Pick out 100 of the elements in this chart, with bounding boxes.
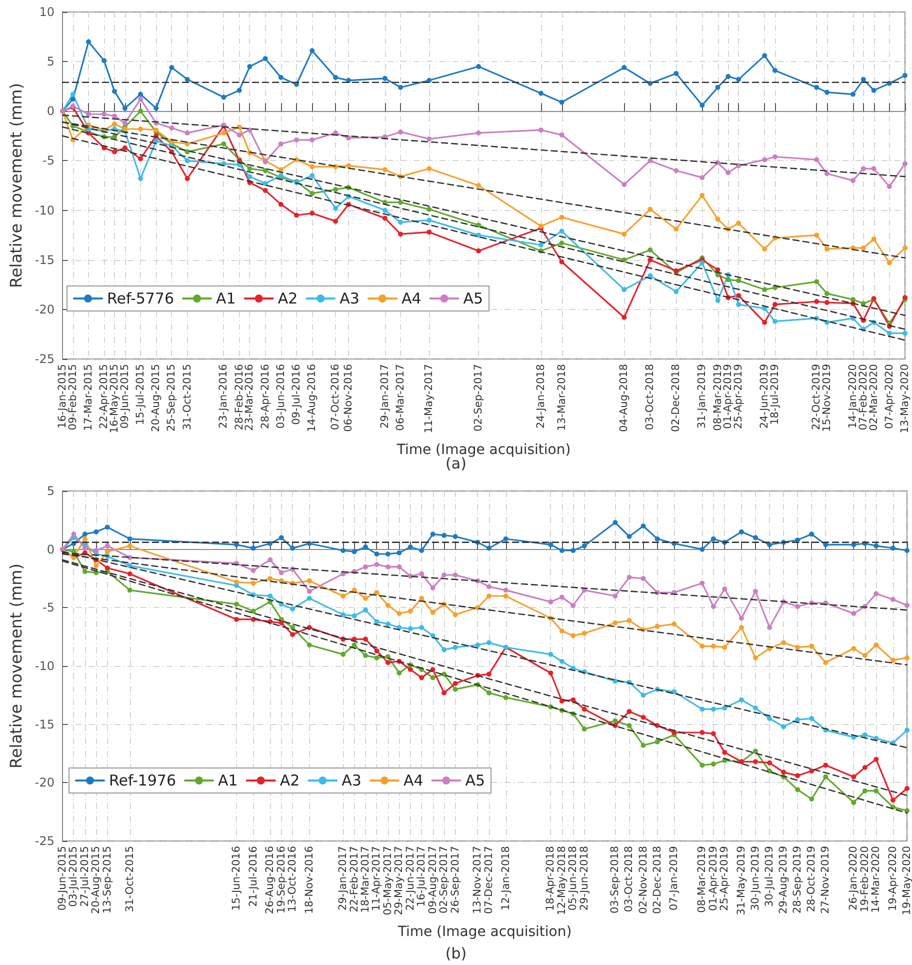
x-tick-label: 11-May-2017 [423,364,436,434]
y-tick-label: -20 [34,776,54,790]
y-tick-label: -15 [34,252,54,267]
y-tick-label: -25 [34,834,54,848]
x-tick-label: 13-May-2020 [899,364,911,434]
x-tick-label: 26-Jan-2020 [848,846,860,910]
x-tick-label: 31-Jan-2019 [696,364,708,428]
x-tick-label: 12-Jan-2018 [500,846,512,910]
x-tick-label: 30-Jun-2019 [749,846,762,911]
x-tick-label: 28-Apr-2016 [259,364,272,429]
x-tick-label: 13-Mar-2018 [556,364,568,431]
x-tick-label: 27-Jul-2015 [78,846,91,907]
x-tick-label: 03-Jul-2015 [68,846,80,907]
x-tick-label: 07-Feb-2020 [857,364,870,430]
x-tick-label: 07-Jan-2019 [668,846,680,910]
legend-label: A1 [218,772,238,790]
y-tick-label: -5 [42,154,54,168]
x-tick-label: 02-Nov-2018 [637,846,650,914]
x-tick-label: 08-Mar-2019 [696,846,708,913]
x-tick-label: 29-May-2017 [393,846,406,916]
text: (b) [445,944,467,962]
x-tick-label: 18-Nov-2016 [303,846,316,914]
x-tick-label: 06-Nov-2016 [342,364,355,432]
x-tick-label: 23-Mar-2016 [244,364,256,431]
legend-label: Ref-1976 [109,772,176,790]
x-tick-label: 14-Mar-2020 [870,846,882,913]
x-tick-label: 21-Jul-2016 [247,846,260,907]
legend-label: A4 [403,772,424,790]
legend-label: A3 [342,772,362,790]
x-tick-label: 31-Oct-2015 [124,846,136,912]
x-tick-label: 12-May-2018 [556,846,568,916]
x-tick-label: 02-Dec-2018 [651,846,664,914]
y-tick-label: -10 [34,203,54,218]
x-tick-label: 31-Oct-2015 [181,364,194,430]
x-tick-label: 19-Apr-2020 [886,846,899,911]
x-tick-label: 22-Jun-2017 [404,846,416,911]
y-axis-title: Relative movement (mm) [6,564,26,768]
legend-label: A5 [465,772,486,790]
x-tick-label: 09-Jul-2016 [290,364,303,425]
x-tick-label: 25-Sep-2015 [166,364,178,432]
y-tick-label: -10 [34,659,54,673]
x-tick-label: 16-Jul-2017 [416,846,428,907]
x-tick-label: 27-Nov-2019 [820,846,832,914]
y-tick-label: 0 [46,542,54,556]
x-tick-label: 01-Apr-2019 [707,846,720,911]
x-tick-label: 05-May-2017 [382,846,394,916]
legend-label: A1 [216,290,236,308]
x-tick-label: 31-May-2019 [735,846,748,916]
x-tick-label: 28-Sep-2019 [792,846,804,914]
y-tick-label: 5 [46,54,54,69]
x-tick-label: 04-Aug-2018 [618,364,630,432]
y-tick-label: 0 [46,104,54,118]
x-tick-label: 22-Oct-2019 [810,364,823,430]
x-tick-label: 09-Feb-2015 [66,364,79,430]
x-tick-label: 14-Aug-2016 [306,364,318,432]
y-tick-label: -15 [34,717,54,732]
x-tick-label: 09-Jun-2015 [118,364,131,429]
x-tick-label: 19-Sep-2016 [275,846,288,914]
x-tick-label: 16-Jan-2015 [56,364,68,428]
x-tick-label: 07-Dec-2017 [482,846,495,914]
x-tick-label: 14-Jan-2020 [846,364,859,428]
x-tick-label: 29-Jan-2017 [378,364,391,428]
legend-label: A2 [278,290,298,308]
x-tick-label: 03-Oct-2018 [644,364,656,430]
x-tick-label: 06-Mar-2017 [394,364,407,431]
x-tick-label: 09-Aug-2017 [426,846,439,914]
x-tick-label: 02-Mar-2020 [868,364,880,431]
x-tick-label: 02-Sep-2017 [438,846,450,914]
x-tick-label: 09-Jun-2015 [56,846,68,911]
y-tick-label: 5 [46,484,54,498]
x-axis-title: Time (Image acquisition) [396,924,572,940]
x-tick-label: 18-Jul-2019 [768,364,781,425]
x-tick-label: 20-Aug-2015 [90,846,102,914]
x-tick-label: 11-Apr-2017 [370,846,383,911]
x-tick-label: 18-Mar-2017 [360,846,372,913]
x-tick-label: 28-Oct-2019 [806,846,818,912]
x-tick-label: 05-Jun-2018 [567,846,580,911]
legend-label: Ref-5776 [107,290,174,308]
x-tick-label: 19-May-2020 [901,846,912,916]
x-tick-label: 17-Mar-2015 [82,364,95,431]
x-tick-label: 30-Jul-2019 [764,846,776,907]
x-tick-label: 20-Aug-2015 [150,364,162,432]
x-tick-label: 15-Jul-2015 [134,364,147,425]
legend-label: A2 [280,772,300,790]
x-tick-label: 24-Jan-2018 [534,364,547,428]
x-tick-label: 25-Apr-2019 [718,846,731,911]
x-tick-label: 25-Apr-2019 [732,364,745,429]
x-tick-label: 13-Sep-2015 [101,846,114,914]
y-tick-label: -20 [34,302,54,316]
x-tick-label: 07-Oct-2016 [330,364,342,430]
y-axis-title: Relative movement (mm) [6,83,26,288]
x-tick-label: 03-Oct-2018 [623,846,636,912]
x-tick-label: 22-Feb-2017 [348,846,360,912]
x-tick-label: 23-Jan-2016 [218,364,230,428]
x-tick-label: 03-Sep-2018 [609,846,622,914]
x-tick-label: 02-Sep-2017 [472,364,485,432]
x-tick-label: 29-Jan-2017 [337,846,350,910]
x-tick-label: 29-Aug-2019 [778,846,790,914]
y-tick-label: -5 [42,600,54,615]
legend-label: A5 [463,290,484,308]
